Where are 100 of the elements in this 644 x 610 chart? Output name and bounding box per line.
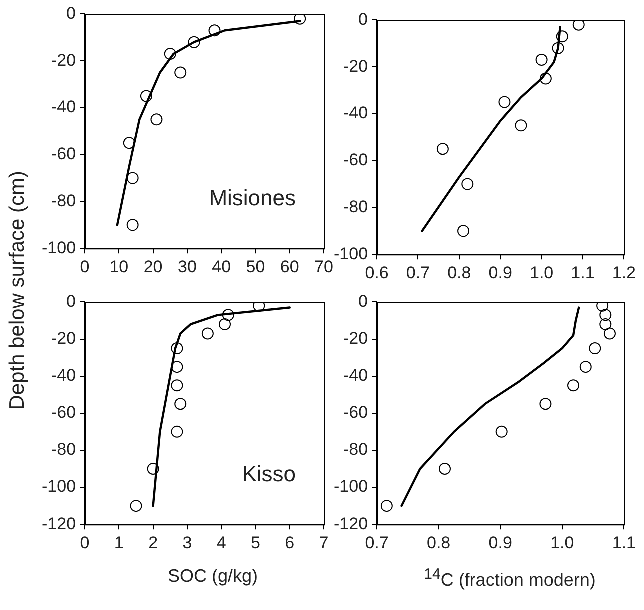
- point: [171, 342, 184, 355]
- y-tick-label: -60: [343, 150, 368, 170]
- y-tick-label: -100: [42, 238, 76, 258]
- x-tick-label: 4: [216, 533, 226, 552]
- point: [171, 380, 184, 392]
- point: [222, 309, 234, 322]
- y-tick-label: -100: [334, 244, 368, 264]
- x-tick-label: 60: [280, 257, 300, 276]
- point: [208, 24, 221, 37]
- point: [498, 96, 511, 108]
- y-tick-label: -80: [343, 440, 368, 460]
- x-tick-label: 50: [246, 257, 266, 276]
- y-tick-label: -100: [42, 477, 76, 496]
- point: [126, 219, 139, 232]
- x-tick-label: 3: [182, 533, 192, 552]
- y-axis-title: Depth below surface (cm): [6, 170, 30, 410]
- x-tick-label: 5: [250, 533, 260, 552]
- point: [536, 54, 548, 66]
- y-tick-label: -80: [51, 440, 76, 460]
- y-tick-label: -80: [343, 197, 368, 216]
- x-tick-label: 1.0: [530, 263, 554, 282]
- point: [253, 302, 266, 312]
- point: [462, 178, 474, 190]
- point: [202, 328, 214, 340]
- point: [164, 48, 176, 60]
- y-tick-label: -60: [51, 144, 76, 164]
- point: [174, 66, 187, 79]
- annotation: Misiones: [209, 186, 296, 211]
- y-tick-label: -40: [51, 98, 76, 117]
- y-tick-label: 0: [66, 292, 76, 311]
- y-tick-label: -60: [51, 403, 76, 422]
- y-tick-label: 0: [358, 292, 368, 311]
- x-tick-label: 1.1: [612, 533, 636, 552]
- x-tick-label: 70: [314, 257, 334, 276]
- x-tick-label: 0.9: [488, 533, 512, 552]
- x-tick-label: 0.8: [448, 263, 472, 282]
- annotation: Kisso: [242, 462, 296, 487]
- x-tick-label: 30: [178, 257, 197, 276]
- x-tick-label: 0.9: [488, 263, 512, 282]
- point: [568, 380, 580, 392]
- x-tick-label: 7: [319, 533, 329, 552]
- point: [218, 318, 231, 330]
- x-axis-title: SOC (g/kg): [166, 566, 260, 587]
- y-tick-label: -20: [51, 328, 76, 348]
- x-tick-label: 0: [80, 533, 90, 552]
- y-tick-label: -80: [51, 191, 76, 210]
- x-axis-title: $^{14}$C (fraction modern): [423, 566, 597, 591]
- y-tick-label: -100: [334, 477, 368, 496]
- y-tick-label: -60: [343, 403, 368, 422]
- x-tick-label: 0: [80, 257, 90, 276]
- point: [556, 30, 568, 43]
- point: [589, 342, 602, 355]
- x-tick-label: 0.7: [365, 533, 389, 552]
- point: [604, 328, 616, 340]
- point: [540, 398, 552, 410]
- x-tick-label: 10: [110, 257, 129, 276]
- y-tick-label: -120: [334, 514, 368, 534]
- y-tick-label: 0: [66, 4, 76, 23]
- point: [436, 143, 449, 156]
- x-tick-label: 0.6: [365, 263, 389, 282]
- x-tick-label: 0.7: [406, 263, 430, 282]
- x-tick-label: 40: [212, 257, 232, 276]
- point: [171, 426, 184, 438]
- point: [515, 120, 528, 132]
- point: [294, 14, 306, 25]
- point: [174, 398, 187, 410]
- point: [380, 500, 393, 512]
- point: [438, 463, 451, 475]
- point: [147, 463, 160, 475]
- x-tick-label: 1: [114, 533, 124, 552]
- point: [496, 426, 508, 438]
- point: [572, 20, 585, 31]
- x-tick-label: 0.8: [426, 533, 451, 552]
- y-tick-label: 0: [358, 10, 368, 29]
- point: [458, 225, 470, 238]
- point: [540, 72, 552, 85]
- y-tick-label: -20: [343, 328, 368, 348]
- y-tick-label: -20: [51, 50, 76, 70]
- x-tick-label: 1.1: [571, 263, 595, 282]
- point: [171, 361, 184, 374]
- point: [600, 309, 612, 322]
- point: [580, 361, 592, 374]
- y-tick-label: -40: [51, 366, 76, 386]
- point: [123, 137, 136, 150]
- point: [126, 172, 139, 184]
- x-tick-label: 20: [144, 257, 163, 276]
- point: [188, 36, 200, 48]
- point: [150, 114, 163, 126]
- point: [140, 90, 152, 102]
- x-tick-label: 6: [285, 533, 295, 552]
- y-tick-label: -40: [343, 366, 368, 386]
- point: [596, 302, 609, 312]
- x-tick-label: 1.2: [612, 263, 636, 282]
- point: [552, 42, 564, 54]
- point: [130, 500, 142, 512]
- y-tick-label: -20: [343, 56, 368, 76]
- y-tick-label: -120: [42, 514, 76, 534]
- x-tick-label: 1.0: [550, 533, 574, 552]
- x-tick-label: 2: [148, 533, 158, 552]
- point: [600, 318, 612, 330]
